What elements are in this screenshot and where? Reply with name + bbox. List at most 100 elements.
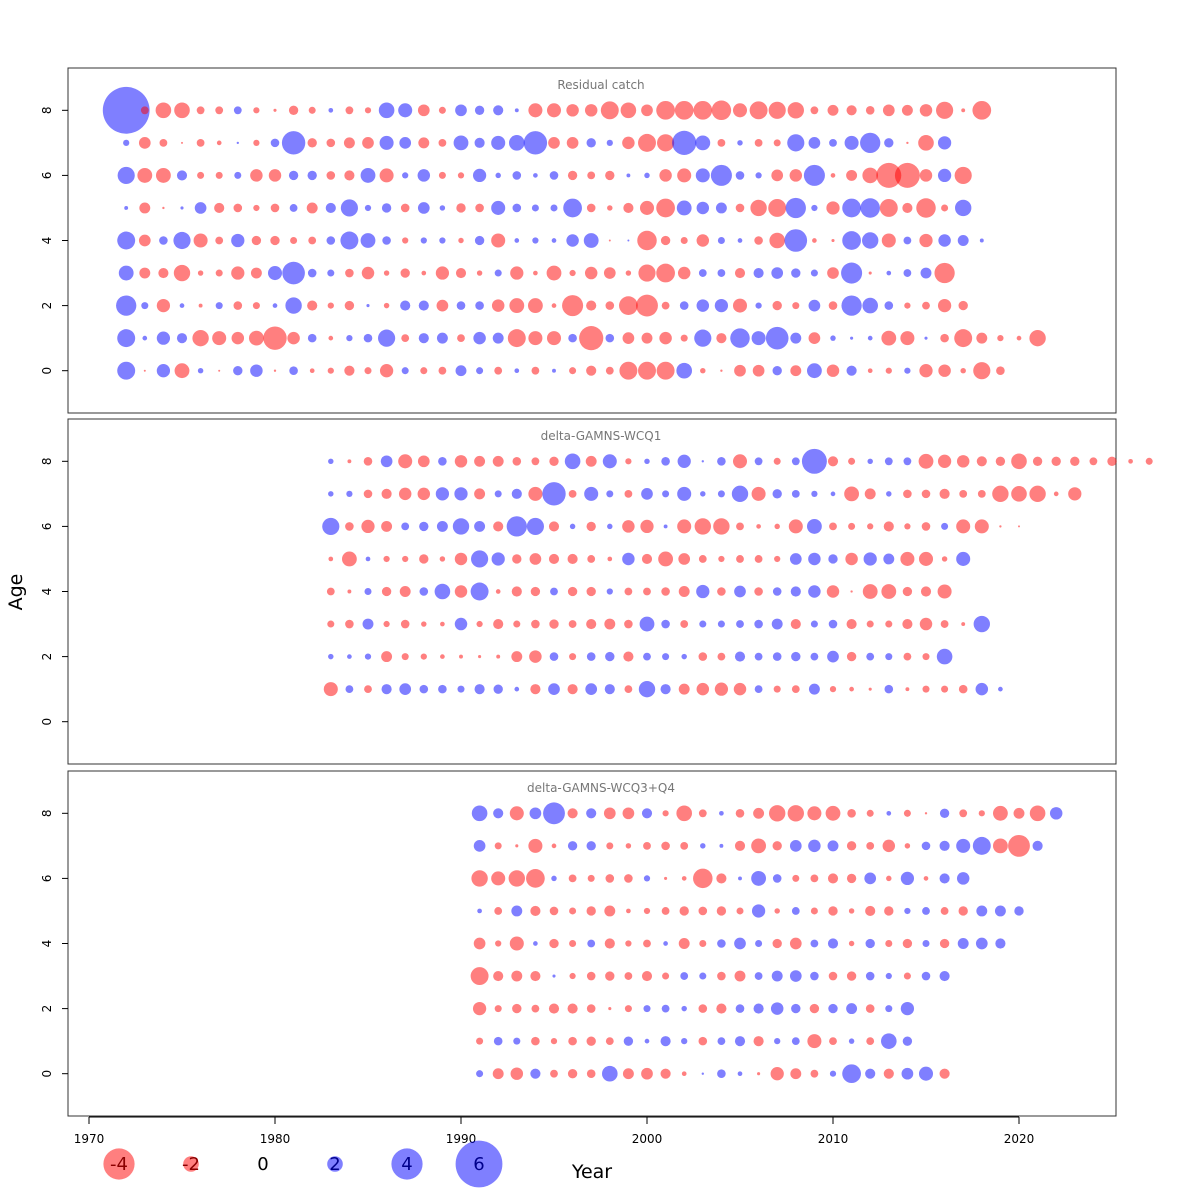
- bubble-point: [842, 1064, 861, 1084]
- bubble-point: [455, 104, 467, 117]
- legend-label: 0: [257, 1154, 268, 1175]
- bubble-point: [215, 302, 223, 310]
- bubble-point: [791, 651, 801, 662]
- bubble-point: [289, 366, 298, 375]
- bubble-point: [439, 205, 446, 211]
- y-tick-label: 2: [40, 1005, 54, 1013]
- bubble-point: [661, 457, 670, 466]
- bubble-point: [879, 198, 898, 217]
- bubble-point: [698, 269, 707, 277]
- bubble-point: [810, 269, 818, 277]
- panel-1: Residual catch 0 2 4 6 8: [40, 67, 1117, 414]
- bubble-point: [773, 457, 781, 465]
- bubble-point: [698, 1036, 708, 1046]
- bubble-point: [754, 972, 763, 980]
- bubble-point: [1018, 525, 1020, 528]
- bubble-point: [698, 652, 708, 661]
- bubble-point: [902, 618, 913, 630]
- bubble-point: [1070, 456, 1080, 466]
- bubble-point: [698, 809, 707, 818]
- bubble-point: [711, 100, 732, 121]
- bubble-point: [921, 971, 931, 981]
- bubble-point: [809, 1003, 820, 1014]
- bubble-point: [826, 364, 840, 377]
- bubble-point: [920, 586, 932, 597]
- bubble-point: [281, 131, 306, 155]
- bubble-point: [531, 457, 540, 466]
- bubble-point: [848, 1038, 855, 1044]
- bubble-point: [457, 334, 465, 343]
- bubble-point: [398, 454, 413, 469]
- bubble-point: [862, 584, 878, 599]
- bubble-point: [438, 366, 447, 375]
- bubble-point: [586, 1004, 596, 1013]
- bubble-point: [937, 136, 952, 150]
- bubble-point: [756, 524, 761, 529]
- bubble-point: [954, 166, 972, 184]
- bubble-point: [607, 523, 613, 530]
- bubble-point: [937, 454, 952, 468]
- bubble-point: [680, 620, 689, 628]
- bubble-point: [273, 108, 277, 112]
- bubble-point: [326, 171, 336, 180]
- bubble-point: [233, 106, 242, 115]
- bubble-point: [844, 486, 860, 502]
- bubble-point: [471, 550, 489, 568]
- bubble-point: [514, 368, 520, 374]
- bubble-point: [583, 233, 599, 248]
- legend-bubble: [327, 1156, 343, 1172]
- bubble-point: [586, 1036, 596, 1046]
- bubble-point: [361, 519, 375, 534]
- bubble-point: [474, 684, 485, 695]
- bubble-point: [491, 871, 506, 886]
- bubble-point: [567, 808, 578, 819]
- bubble-point: [699, 939, 707, 948]
- bubble-point: [661, 1004, 670, 1013]
- bubble-point: [639, 616, 655, 632]
- bubble-point: [328, 458, 334, 465]
- bubble-point: [624, 587, 633, 596]
- bubble-point: [116, 295, 137, 316]
- bubble-point: [662, 490, 670, 498]
- bubble-point: [919, 364, 933, 378]
- bubble-point: [864, 488, 876, 500]
- bubble-point: [364, 685, 372, 694]
- bubble-point: [1016, 335, 1022, 341]
- bubble-point: [343, 137, 355, 149]
- bubble-point: [1032, 840, 1043, 851]
- bubble-point: [810, 907, 818, 915]
- bubble-point: [866, 809, 874, 817]
- bubble-point: [657, 134, 675, 152]
- bubble-point: [866, 1037, 875, 1046]
- bubble-point: [810, 939, 819, 948]
- bubble-point: [307, 300, 318, 311]
- bubble-point: [734, 1036, 746, 1047]
- bubble-point: [902, 586, 913, 597]
- bubble-point: [402, 555, 409, 563]
- bubble-point: [658, 551, 674, 567]
- bubble-point: [862, 232, 879, 249]
- bubble-point: [458, 237, 464, 244]
- bubble-point: [626, 173, 631, 178]
- bubble-point: [810, 1069, 819, 1078]
- bubble-point: [196, 106, 205, 115]
- bubble-point: [605, 1037, 614, 1046]
- bubble-point: [622, 520, 635, 533]
- bubble-point: [529, 807, 542, 820]
- bubble-point: [699, 620, 707, 628]
- bubble-point: [958, 300, 968, 311]
- bubble-point: [826, 585, 840, 598]
- bubble-point: [808, 552, 821, 566]
- bubble-point: [736, 620, 744, 628]
- bubble-point: [360, 233, 376, 248]
- bubble-point: [231, 331, 245, 345]
- bubble-point: [844, 135, 859, 150]
- bubble-point: [364, 587, 372, 596]
- bubble-point: [455, 365, 467, 377]
- bubble-point: [454, 585, 468, 598]
- bubble-point: [584, 104, 598, 117]
- bubble-point: [661, 907, 670, 915]
- bubble-point: [494, 842, 502, 850]
- bubble-point: [1089, 457, 1098, 466]
